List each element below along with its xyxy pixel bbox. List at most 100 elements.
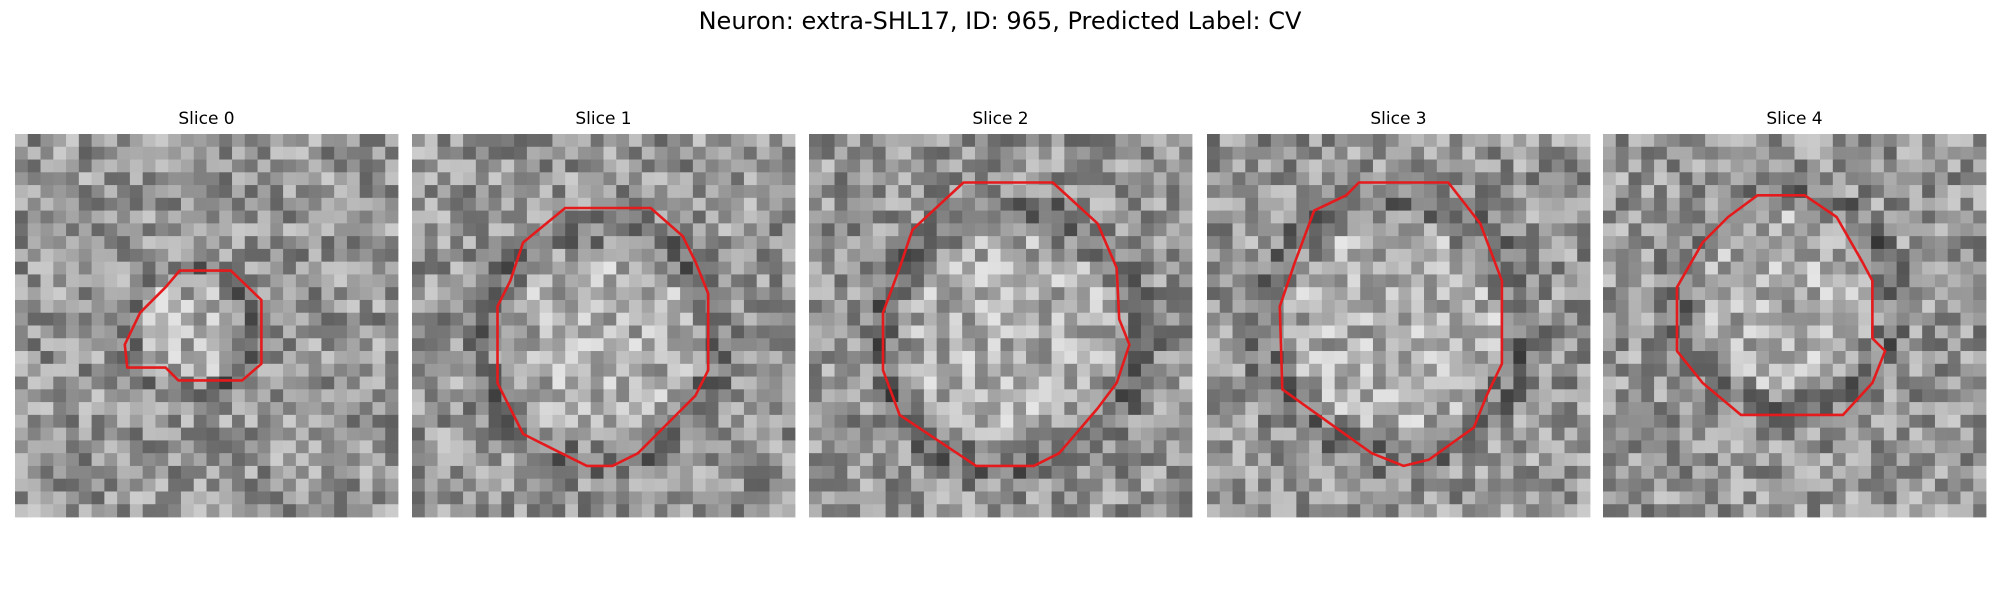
pixel: [1089, 491, 1104, 505]
pixel: [847, 134, 861, 148]
pixel: [1577, 465, 1591, 480]
pixel: [1666, 274, 1680, 288]
pixel: [66, 491, 80, 505]
pixel: [834, 236, 848, 250]
pixel: [552, 248, 566, 263]
pixel: [1526, 172, 1540, 186]
pixel: [270, 223, 284, 237]
pixel: [1538, 478, 1553, 492]
pixel: [1538, 504, 1553, 518]
pixel: [743, 465, 758, 480]
pixel: [1013, 236, 1027, 250]
pixel: [66, 159, 80, 173]
pixel: [1654, 414, 1668, 429]
pixel: [129, 185, 144, 199]
pixel: [308, 325, 322, 339]
pixel: [321, 414, 335, 429]
pixel: [641, 376, 655, 390]
pixel: [1526, 453, 1540, 467]
pixel: [872, 453, 886, 467]
pixel: [1462, 159, 1476, 173]
pixel: [923, 465, 938, 480]
pixel: [1207, 261, 1221, 275]
pixel: [385, 478, 399, 492]
pixel: [603, 146, 617, 160]
pixel: [705, 453, 719, 467]
pixel: [847, 299, 861, 314]
pixel: [1705, 210, 1719, 224]
pixel: [142, 478, 156, 492]
pixel: [1922, 338, 1936, 352]
pixel: [1424, 299, 1438, 314]
pixel: [1436, 465, 1450, 480]
pixel: [15, 223, 29, 237]
pixel: [450, 210, 464, 224]
pixel: [1603, 389, 1617, 403]
pixel: [488, 236, 502, 250]
pixel: [949, 172, 963, 186]
pixel: [680, 261, 694, 275]
pixel: [1883, 210, 1898, 224]
pixel: [1296, 274, 1310, 288]
pixel: [15, 261, 29, 275]
pixel: [923, 185, 938, 199]
pixel: [1820, 223, 1834, 237]
pixel: [1089, 159, 1104, 173]
pixel: [334, 185, 348, 199]
pixel: [552, 274, 566, 288]
pixel: [1717, 274, 1732, 288]
pixel: [1064, 312, 1078, 326]
pixel: [463, 261, 477, 275]
pixel: [1513, 363, 1527, 377]
pixel: [654, 376, 668, 390]
pixel: [1334, 427, 1348, 441]
pixel: [769, 376, 783, 390]
pixel: [257, 210, 271, 224]
pixel: [629, 159, 643, 173]
pixel: [565, 159, 579, 173]
pixel: [1372, 146, 1387, 160]
pixel: [475, 338, 489, 352]
pixel: [385, 197, 399, 211]
pixel: [1207, 299, 1221, 314]
pixel: [1026, 248, 1040, 263]
pixel: [898, 491, 912, 505]
pixel: [1102, 287, 1116, 301]
pixel: [1232, 223, 1246, 237]
pixel: [1909, 248, 1923, 263]
pixel: [27, 427, 41, 441]
pixel: [1934, 440, 1949, 454]
pixel: [809, 325, 823, 339]
pixel: [1909, 414, 1923, 429]
pixel: [346, 299, 361, 314]
pixel: [1692, 261, 1706, 275]
pixel: [1462, 504, 1476, 518]
pixel: [1807, 363, 1821, 377]
pixel: [15, 185, 29, 199]
pixel: [949, 491, 963, 505]
pixel: [1513, 223, 1527, 237]
pixel: [1424, 325, 1438, 339]
pixel: [321, 478, 335, 492]
pixel: [1153, 427, 1167, 441]
pixel: [1051, 146, 1065, 160]
pixel: [488, 248, 502, 263]
pixel: [1153, 248, 1167, 263]
pixel: [104, 376, 118, 390]
pixel: [936, 312, 950, 326]
pixel: [782, 197, 796, 211]
pixel: [1679, 427, 1693, 441]
pixel: [346, 338, 361, 352]
pixel: [552, 159, 566, 173]
pixel: [860, 427, 874, 441]
pixel: [1038, 261, 1052, 275]
pixel: [1768, 274, 1783, 288]
pixel: [514, 363, 528, 377]
pixel: [1730, 146, 1744, 160]
pixel: [705, 478, 719, 492]
pixel: [1730, 504, 1744, 518]
pixel: [1089, 338, 1104, 352]
pixel: [743, 185, 758, 199]
pixel: [616, 146, 630, 160]
pixel: [1347, 287, 1361, 301]
